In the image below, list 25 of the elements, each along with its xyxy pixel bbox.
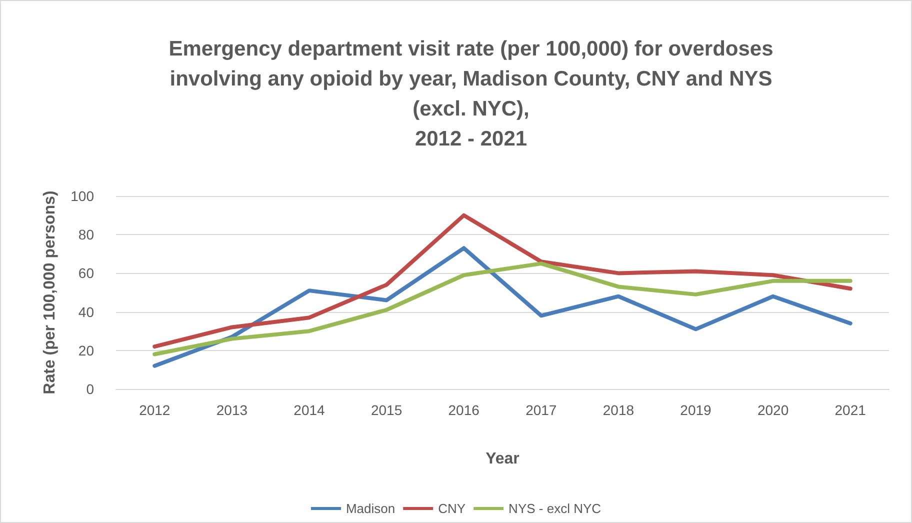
x-tick-label: 2013: [216, 402, 248, 418]
y-axis-title: Rate (per 100,000 persons): [42, 190, 58, 394]
line-series: [152, 213, 852, 349]
x-tick-label: 2016: [448, 402, 480, 418]
y-tick-label: 20: [78, 342, 94, 358]
line-series: [152, 246, 852, 368]
x-tick-label: 2019: [680, 402, 712, 418]
line-series: [152, 262, 852, 356]
legend-label: CNY: [438, 501, 466, 516]
x-tick-label: 2017: [526, 402, 557, 418]
x-tick-label: 2014: [294, 402, 326, 418]
chart-title: Emergency department visit rate (per 100,000) for overdoses involving any opioid by year, Madison County, CNY and NYS (excl. NYC), 2012 - 2021: [168, 38, 774, 150]
legend-label: Madison: [346, 501, 396, 516]
x-tick-label: 2020: [757, 402, 789, 418]
legend-label: NYS - excl NYC: [508, 501, 602, 516]
y-tick-label: 80: [78, 226, 94, 243]
x-tick-label: 2012: [139, 402, 170, 418]
y-tick-label: 100: [70, 188, 94, 204]
x-axis-title: Year: [486, 450, 520, 468]
x-tick-label: 2018: [602, 402, 634, 418]
y-tick-label: 40: [78, 304, 94, 320]
y-tick-label: 60: [78, 265, 94, 282]
y-tick-label: 0: [86, 381, 94, 397]
x-tick-label: 2015: [370, 402, 402, 418]
x-tick-label: 2021: [834, 402, 866, 418]
